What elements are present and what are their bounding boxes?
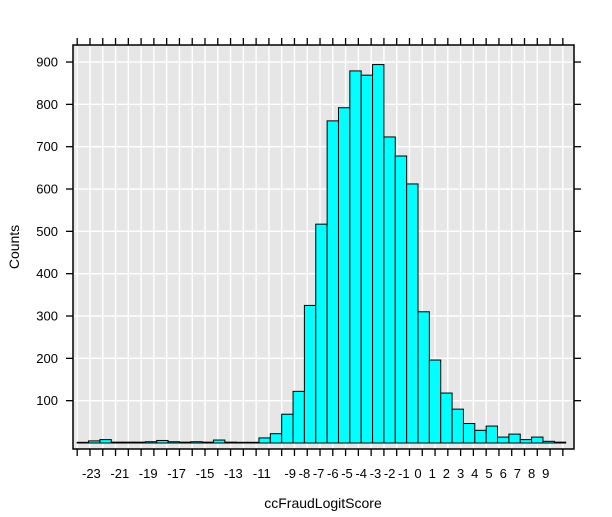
x-tick-label: 6 [500,466,507,481]
histogram-bar [508,433,521,444]
panel-border [72,44,575,450]
x-tick-label: -11 [253,466,271,481]
x-tick-label: 3 [457,466,464,481]
y-tick-label: 700 [36,139,58,154]
histogram-bar [542,440,555,444]
x-tick-label: 7 [514,466,521,481]
x-tick-label: -1 [398,466,410,481]
histogram-bar [519,439,533,444]
histogram-bar [190,441,203,444]
y-axis-title: Counts [6,225,22,269]
y-tick-label: 600 [36,182,58,197]
histogram-bar [201,441,215,444]
x-tick-label: -13 [224,466,243,481]
x-tick-label: -7 [313,466,325,481]
histogram-bar [178,441,192,444]
x-tick-label: 1 [429,466,436,481]
histogram-bar [269,433,283,444]
histogram-bar [372,64,385,444]
histogram-bar [303,304,317,444]
histogram-bar [531,436,544,444]
histogram-bar [360,74,374,444]
x-tick-label: -4 [355,466,367,481]
x-tick-label: -21 [110,466,129,481]
x-tick-label: -23 [82,466,101,481]
x-tick-label: -6 [327,466,339,481]
histogram-bar [281,413,294,444]
histogram-bar [553,441,567,444]
histogram-bar [292,390,305,444]
histogram-bar [213,439,226,444]
histogram-bar [88,440,101,444]
histogram-bar [99,439,112,444]
x-tick-label: 8 [528,466,535,481]
x-tick-label: -3 [370,466,382,481]
x-tick-label: -19 [139,466,158,481]
x-tick-label: -9 [284,466,296,481]
histogram-bar [383,136,396,444]
histogram-bar [474,429,487,444]
histogram-bar [235,441,249,444]
histogram-bar [224,441,237,444]
histogram-bar [76,441,90,444]
histogram-bar [349,70,362,444]
x-tick-labels: -23 -21 -19 -17 -15 -13 -11 -9 -8 -7 -6 -5 -4 -3 -2 -1 0… [82,466,549,481]
y-tick-label: 200 [36,351,58,366]
x-tick-label: 4 [471,466,478,481]
histogram-bars [76,64,567,444]
histogram-bar [315,223,328,444]
histogram-bar [122,441,135,444]
x-tick-label: -17 [167,466,186,481]
y-tick-labels: 100 200 300 400 500 600 700 800 900 [36,55,58,409]
histogram-bar [167,441,180,444]
x-tick-label: 9 [542,466,549,481]
histogram-bar [394,155,408,444]
y-tick-label: 100 [36,393,58,408]
histogram-bar [428,359,442,444]
x-tick-label: -8 [299,466,311,481]
x-tick-label: -5 [341,466,353,481]
histogram-bar [156,439,169,444]
histogram-bar [247,441,260,444]
histogram-bar [485,425,499,444]
histogram-bar [326,120,339,444]
x-axis-title: ccFraudLogitScore [264,495,382,511]
histogram-bar [440,392,453,444]
histogram-bar [497,436,510,444]
histogram-bar [133,441,146,444]
histogram-bar [258,437,271,444]
x-tick-label: -2 [384,466,396,481]
histogram-bar [110,441,124,444]
axis-ticks [66,38,581,456]
histogram-bar [144,441,158,444]
y-tick-label: 800 [36,97,58,112]
x-tick-label: 2 [443,466,450,481]
y-tick-label: 900 [36,55,58,70]
histogram-bar [462,423,476,444]
y-tick-label: 500 [36,224,58,239]
x-tick-label: -15 [196,466,215,481]
histogram-bar [451,408,464,444]
histogram-bar [337,107,351,444]
x-tick-label: 0 [414,466,421,481]
x-tick-label: 5 [485,466,492,481]
histogram-bar [406,183,419,444]
y-tick-label: 400 [36,266,58,281]
y-tick-label: 300 [36,309,58,324]
histogram-bar [417,311,430,444]
